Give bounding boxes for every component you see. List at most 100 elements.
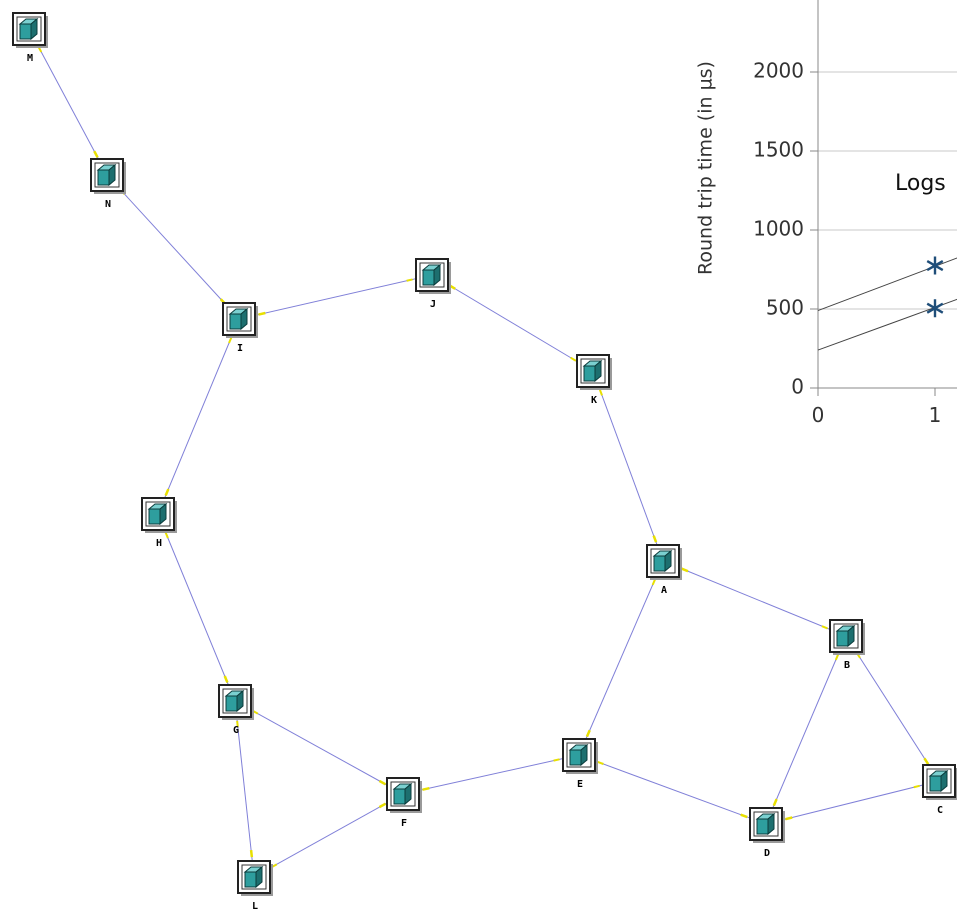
node: M <box>12 12 48 64</box>
link-arrow <box>913 784 920 789</box>
node-label: F <box>401 818 407 829</box>
cube-front <box>225 695 238 712</box>
link-arrow <box>553 758 560 762</box>
cube-front <box>929 775 942 792</box>
node-inner <box>145 501 171 527</box>
link-arrow <box>236 720 239 727</box>
node: H <box>141 497 177 549</box>
link-arrow <box>785 816 793 821</box>
y-tick-label: 0 <box>791 375 804 399</box>
cube-front <box>836 630 849 647</box>
cube-side <box>433 263 441 287</box>
cube-side <box>240 307 248 331</box>
link-arrow <box>406 278 413 282</box>
node-label: A <box>661 585 667 596</box>
link-arrow <box>821 625 828 630</box>
node-label: H <box>156 538 162 549</box>
link-arrow <box>834 654 840 661</box>
node-label: M <box>27 53 33 64</box>
node: A <box>646 544 682 596</box>
cube-side <box>767 812 775 836</box>
cube-front <box>583 365 596 382</box>
node-inner <box>222 688 248 714</box>
y-tick-label: 1000 <box>753 217 804 241</box>
cube-side <box>255 865 263 889</box>
node-inner <box>419 262 445 288</box>
cube-front <box>569 749 582 766</box>
link <box>578 560 664 756</box>
cube-front <box>97 169 110 186</box>
cube-side <box>847 624 855 648</box>
y-tick-label: 2500 <box>753 0 804 4</box>
node-inner <box>926 768 952 794</box>
node-inner <box>16 16 42 42</box>
link-arrow <box>585 729 591 738</box>
node: I <box>222 302 258 354</box>
cube-front <box>393 788 406 805</box>
y-tick-label: 2000 <box>753 59 804 83</box>
link <box>578 754 767 825</box>
node-inner <box>566 742 592 768</box>
link <box>157 318 240 515</box>
node: F <box>386 777 422 829</box>
cube-side <box>664 549 672 573</box>
link-arrow <box>740 813 748 819</box>
link <box>402 754 580 795</box>
cube-front <box>148 508 161 525</box>
cube-front <box>756 818 769 835</box>
node-inner <box>650 548 676 574</box>
link <box>234 700 404 795</box>
link-arrow <box>651 578 656 586</box>
node-label: D <box>764 848 770 859</box>
node: D <box>749 807 785 859</box>
link <box>238 274 433 320</box>
node: C <box>922 764 957 816</box>
cube-side <box>940 769 948 793</box>
cube-side <box>594 359 602 383</box>
link-arrow <box>598 389 603 396</box>
node-inner <box>753 811 779 837</box>
link <box>845 635 940 782</box>
link-arrow <box>570 356 577 362</box>
node: B <box>829 619 865 671</box>
cube-side <box>159 502 167 526</box>
link <box>234 700 255 878</box>
link-arrow <box>923 757 930 765</box>
link <box>765 635 847 825</box>
link-arrow <box>378 802 387 809</box>
y-tick-label: 500 <box>766 296 804 320</box>
node-inner <box>241 864 267 890</box>
cube-side <box>236 689 244 713</box>
node-label: E <box>577 779 583 790</box>
link <box>28 28 108 176</box>
link-arrow <box>597 760 604 765</box>
link-arrow <box>223 675 229 683</box>
x-tick-label: 0 <box>812 403 825 427</box>
cube-side <box>30 17 38 41</box>
node-inner <box>390 781 416 807</box>
node-label: I <box>237 343 243 354</box>
link <box>592 370 664 562</box>
link <box>106 174 240 320</box>
legend-text: Logs <box>895 171 946 196</box>
link-arrow <box>652 535 658 543</box>
cube-front <box>244 871 257 888</box>
node: K <box>576 354 612 406</box>
node-label: L <box>252 901 258 912</box>
link-arrow <box>772 798 778 807</box>
link <box>431 274 594 372</box>
node-label: K <box>591 395 597 406</box>
link-arrow <box>258 311 266 316</box>
link <box>662 560 847 637</box>
y-tick-label: 1500 <box>753 138 804 162</box>
link <box>157 513 236 702</box>
cube-side <box>404 782 412 806</box>
cube-side <box>580 743 588 767</box>
node-inner <box>580 358 606 384</box>
node-inner <box>833 623 859 649</box>
cube-front <box>19 23 32 40</box>
cube-side <box>108 163 116 187</box>
cube-front <box>229 313 242 330</box>
